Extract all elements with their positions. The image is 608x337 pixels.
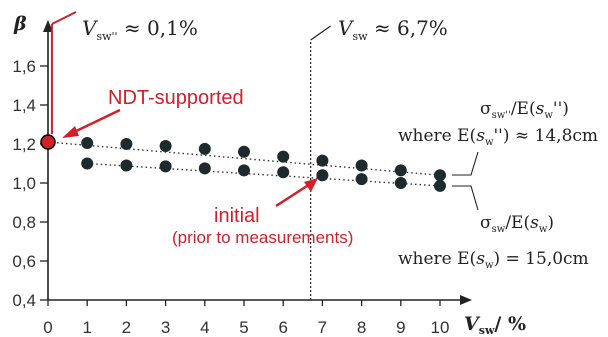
x-tick-label: 5 [239,318,248,337]
series-trend-line [87,162,441,187]
vline-initial-hook [310,25,331,41]
x-tick-label: 4 [200,318,209,337]
y-tick-label: 1,2 [12,135,36,154]
data-point [316,169,329,182]
x-axis-arrow [460,295,472,305]
x-axis-label: Vsw/ % [464,313,526,337]
data-point [198,142,211,155]
data-point [198,162,211,175]
data-point [355,173,368,186]
y-tick-label: 0,8 [12,213,36,232]
x-tick-label: 2 [122,318,131,337]
ndt-arrow-shaft [69,108,121,136]
initial-arrow-head [304,178,318,192]
x-tick-label: 0 [43,318,52,337]
x-tick-label: 8 [357,318,366,337]
lower-bracket [452,185,479,211]
initial-label: initial [214,205,260,227]
highlight-point [40,134,56,150]
series-lines [47,141,441,187]
upper-where-label: where E(sw'') ≈ 14,8cm [398,126,598,148]
y-tick-label: 1,6 [12,57,36,76]
x-tick-label: 7 [318,318,327,337]
x-tick-label: 10 [431,318,450,337]
data-point [434,169,446,182]
data-point [394,177,407,189]
y-tick-label: 1,4 [12,96,36,115]
x-tick-label: 9 [396,318,405,337]
data-point [81,157,94,170]
series-brackets [452,151,479,211]
y-axis-arrow [43,20,53,32]
data-point [355,159,368,172]
data-point [277,166,290,179]
x-tick-label: 1 [82,318,91,337]
vline-ndt-hook [51,11,77,25]
data-point [81,137,94,150]
lower-ratio-label: σsw/E(sw) [480,213,554,235]
vline-initial-label: Vsw ≈ 6,7% [338,16,448,43]
data-point [394,164,407,177]
series-points [40,134,446,192]
data-point [159,160,172,173]
y-tick-label: 1,0 [12,174,36,193]
axes [43,20,472,305]
data-point [238,145,250,158]
vline-ndt-label: Vsw'' ≈ 0,1% [82,16,198,43]
x-ticks: 0 1 2 3 4 5 6 7 8 9 10 [43,300,449,337]
ndt-arrow-head [62,126,79,138]
y-tick-label: 0,6 [12,252,36,271]
ndt-label: NDT-supported [108,87,244,109]
y-axis-label: β [13,13,27,35]
data-point [159,139,172,152]
data-point [277,150,290,163]
x-tick-label: 6 [278,318,287,337]
data-point [120,138,133,150]
y-ticks: 0,4 0,6 0,8 1,0 1,2 1,4 1,6 [12,57,48,310]
initial-sublabel: (prior to measurements) [172,228,353,247]
data-point [316,154,329,167]
upper-bracket [452,151,479,176]
data-point [120,159,133,172]
lower-where-label: where E(sw) = 15,0cm [398,249,589,271]
data-point [238,164,250,177]
upper-ratio-label: σsw''/E(sw'') [480,99,569,121]
y-tick-label: 0,4 [12,291,36,310]
initial-arrow-shaft [275,182,311,208]
x-tick-label: 3 [161,318,170,337]
data-point [434,179,446,192]
